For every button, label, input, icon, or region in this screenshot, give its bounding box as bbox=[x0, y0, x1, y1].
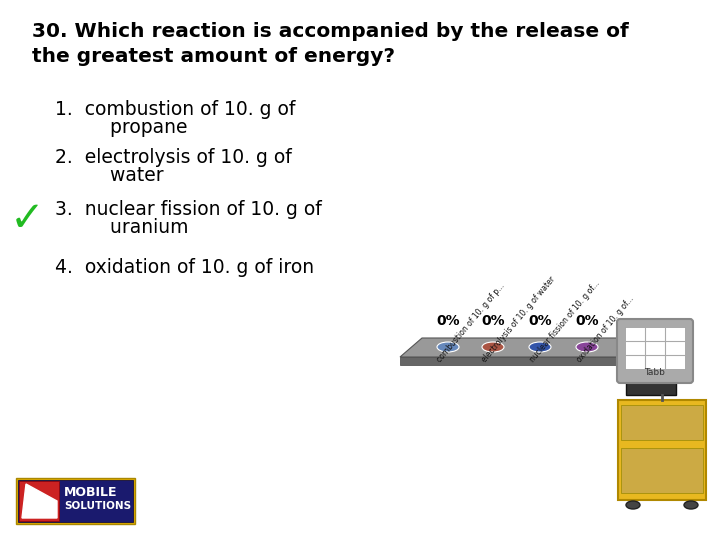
Ellipse shape bbox=[626, 501, 640, 509]
Text: the greatest amount of energy?: the greatest amount of energy? bbox=[32, 47, 395, 66]
FancyBboxPatch shape bbox=[618, 400, 706, 500]
FancyBboxPatch shape bbox=[621, 448, 703, 493]
Text: nuclear fission of 10. g of...: nuclear fission of 10. g of... bbox=[528, 279, 601, 364]
Polygon shape bbox=[400, 338, 688, 357]
FancyBboxPatch shape bbox=[625, 327, 685, 369]
Text: 0%: 0% bbox=[575, 314, 599, 328]
Text: 30. Which reaction is accompanied by the release of: 30. Which reaction is accompanied by the… bbox=[32, 22, 629, 41]
Ellipse shape bbox=[576, 342, 598, 352]
FancyBboxPatch shape bbox=[19, 481, 59, 521]
Text: Tabb: Tabb bbox=[644, 368, 665, 377]
Text: electrolysis of 10. g of water: electrolysis of 10. g of water bbox=[480, 274, 557, 364]
Ellipse shape bbox=[482, 342, 504, 352]
Text: 2.  electrolysis of 10. g of: 2. electrolysis of 10. g of bbox=[55, 148, 292, 167]
Text: combustion of 10. g of p...: combustion of 10. g of p... bbox=[435, 281, 506, 364]
Ellipse shape bbox=[437, 342, 459, 352]
Polygon shape bbox=[400, 357, 688, 365]
Text: MOBILE: MOBILE bbox=[64, 486, 117, 499]
Polygon shape bbox=[22, 484, 57, 518]
Text: 0%: 0% bbox=[481, 314, 505, 328]
Text: 0%: 0% bbox=[528, 314, 552, 328]
Text: oxidation of 10. g of...: oxidation of 10. g of... bbox=[575, 294, 636, 364]
Text: 4.  oxidation of 10. g of iron: 4. oxidation of 10. g of iron bbox=[55, 258, 314, 277]
Ellipse shape bbox=[529, 342, 551, 352]
Text: 3.  nuclear fission of 10. g of: 3. nuclear fission of 10. g of bbox=[55, 200, 322, 219]
Ellipse shape bbox=[684, 501, 698, 509]
FancyBboxPatch shape bbox=[18, 480, 133, 522]
Text: uranium: uranium bbox=[80, 218, 189, 237]
Text: propane: propane bbox=[80, 118, 187, 137]
Text: water: water bbox=[80, 166, 163, 185]
Text: SOLUTIONS: SOLUTIONS bbox=[64, 501, 131, 511]
FancyBboxPatch shape bbox=[621, 405, 703, 440]
FancyBboxPatch shape bbox=[617, 319, 693, 383]
Text: ✓: ✓ bbox=[10, 198, 45, 240]
Text: 0%: 0% bbox=[436, 314, 460, 328]
Text: 1.  combustion of 10. g of: 1. combustion of 10. g of bbox=[55, 100, 295, 119]
FancyBboxPatch shape bbox=[16, 478, 135, 524]
FancyBboxPatch shape bbox=[626, 365, 676, 395]
